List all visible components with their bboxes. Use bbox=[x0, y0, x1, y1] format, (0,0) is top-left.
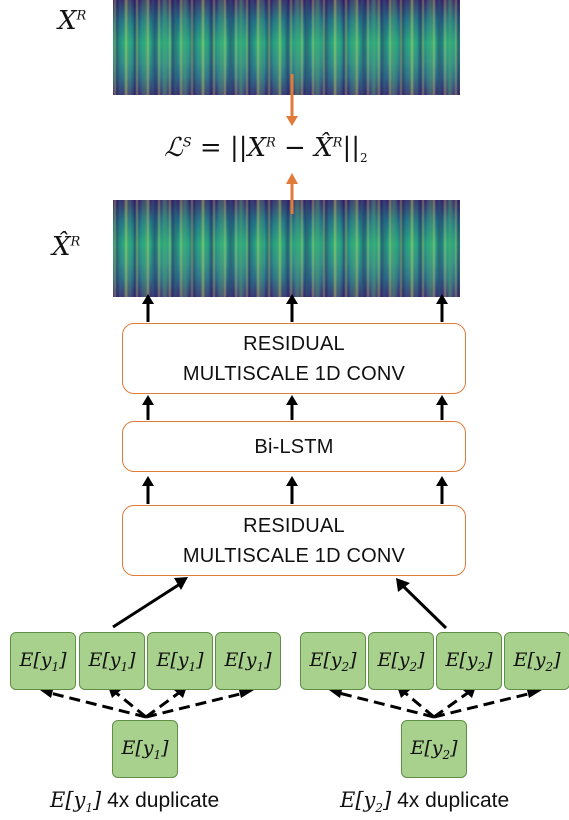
target-spectrogram bbox=[113, 0, 460, 95]
arrows-bilstm-to-top bbox=[142, 395, 448, 420]
arrows-embeddings-to-block bbox=[112, 577, 448, 630]
embedding-y2-copy-2: E[y2] bbox=[368, 632, 434, 690]
arrows-to-spectrogram bbox=[142, 294, 448, 322]
embedding-y1-copy-4: E[y1] bbox=[215, 632, 281, 690]
embedding-y2-copy-4: E[y2] bbox=[504, 632, 569, 690]
loss-arrow-up-head bbox=[286, 173, 298, 184]
embedding-y1-source: E[y1] bbox=[112, 720, 178, 778]
embedding-y1-copy-2: E[y1] bbox=[79, 632, 145, 690]
embedding-y1-copy-3: E[y1] bbox=[147, 632, 213, 690]
loss-formula: ℒS = ||XR − X̂R||2 bbox=[164, 133, 368, 166]
caption-left: E[y1] 4x duplicate bbox=[50, 788, 220, 816]
loss-arrow-down-head bbox=[286, 116, 298, 126]
predicted-spectrogram-label: X̂R bbox=[52, 232, 81, 262]
duplicate-arrows-left bbox=[49, 690, 245, 719]
embedding-y2-source: E[y2] bbox=[401, 720, 467, 778]
target-spectrogram-label: XR bbox=[58, 6, 87, 36]
residual-conv-top-line2: MULTISCALE 1D CONV bbox=[182, 362, 406, 385]
duplicate-arrows-right bbox=[338, 690, 533, 719]
predicted-spectrogram bbox=[113, 200, 460, 297]
caption-right: E[y2] 4x duplicate bbox=[340, 788, 510, 816]
bilstm-block: Bi-LSTM bbox=[122, 421, 466, 472]
residual-conv-bottom-line1: RESIDUAL bbox=[243, 514, 345, 537]
embedding-y2-copy-3: E[y2] bbox=[436, 632, 502, 690]
caption-right-text: 4x duplicate bbox=[397, 789, 510, 812]
embedding-y2-copy-1: E[y2] bbox=[300, 632, 366, 690]
residual-conv-block-top: RESIDUAL MULTISCALE 1D CONV bbox=[122, 323, 466, 394]
residual-conv-top-line1: RESIDUAL bbox=[243, 332, 345, 355]
caption-left-text: 4x duplicate bbox=[107, 789, 220, 812]
residual-conv-block-bottom: RESIDUAL MULTISCALE 1D CONV bbox=[122, 505, 466, 576]
arrows-bottom-to-bilstm bbox=[142, 476, 448, 504]
residual-conv-bottom-line2: MULTISCALE 1D CONV bbox=[182, 544, 406, 567]
bilstm-label: Bi-LSTM bbox=[254, 435, 334, 458]
embedding-y1-copy-1: E[y1] bbox=[10, 632, 76, 690]
